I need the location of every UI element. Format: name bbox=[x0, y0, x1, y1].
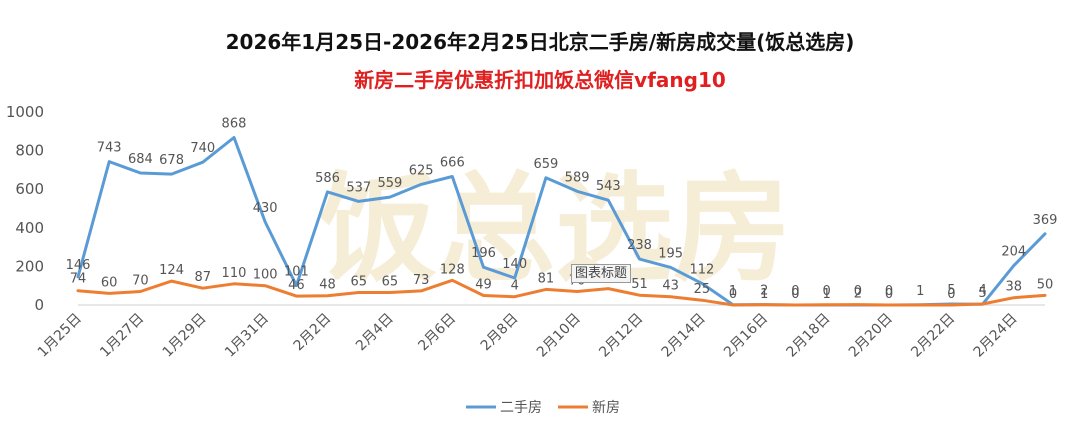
x-tick-label: 2月24日 bbox=[971, 311, 1021, 361]
x-tick-label: 2月6日 bbox=[415, 311, 459, 355]
x-tick-label: 1月25日 bbox=[35, 311, 85, 361]
x-tick-label: 2月4日 bbox=[353, 311, 397, 355]
data-label: 559 bbox=[378, 176, 403, 191]
data-label: 51 bbox=[631, 277, 648, 292]
data-label: 38 bbox=[1006, 280, 1023, 295]
data-label: 25 bbox=[694, 282, 711, 297]
data-label: 101 bbox=[284, 265, 309, 280]
data-label: 46 bbox=[288, 278, 305, 293]
data-label: 87 bbox=[195, 270, 212, 285]
data-label: 684 bbox=[128, 152, 153, 167]
data-label: 666 bbox=[440, 155, 465, 170]
tooltip: 图表标题 bbox=[571, 264, 632, 283]
data-label: 48 bbox=[319, 278, 336, 293]
legend-label: 新房 bbox=[592, 400, 620, 416]
data-label: 0 bbox=[729, 287, 737, 302]
data-label: 2 bbox=[760, 284, 768, 299]
data-label: 195 bbox=[658, 246, 683, 261]
data-label: 73 bbox=[413, 273, 430, 288]
data-label: 128 bbox=[440, 262, 465, 277]
data-label: 204 bbox=[1001, 245, 1026, 260]
data-label: 659 bbox=[533, 157, 558, 172]
series-layer bbox=[76, 136, 1047, 307]
y-tick-label: 600 bbox=[15, 180, 44, 198]
chart-subtitle: 新房二手房优惠折扣加饭总微信vfang10 bbox=[354, 68, 726, 92]
y-axis: 0 200 400 600 800 1000 bbox=[6, 103, 44, 314]
data-label: 124 bbox=[159, 263, 184, 278]
y-tick-label: 400 bbox=[15, 219, 44, 237]
data-label: 74 bbox=[70, 272, 87, 287]
data-label: 537 bbox=[346, 180, 371, 195]
data-label: 740 bbox=[190, 141, 215, 156]
data-label: 369 bbox=[1033, 213, 1058, 228]
x-tick-label: 2月2日 bbox=[291, 311, 335, 355]
legend-label: 二手房 bbox=[500, 400, 542, 416]
x-tick-label: 2月18日 bbox=[783, 311, 833, 361]
x-tick-label: 2月12日 bbox=[596, 311, 646, 361]
y-tick-label: 200 bbox=[15, 257, 44, 275]
chart-title: 2026年1月25日-2026年2月25日北京二手房/新房成交量(饭总选房) bbox=[225, 30, 855, 54]
x-tick-label: 2月20日 bbox=[846, 311, 896, 361]
data-label: 0 bbox=[791, 287, 799, 302]
data-label: 4 bbox=[511, 279, 519, 294]
x-tick-label: 2月10日 bbox=[534, 311, 584, 361]
data-label: 1 bbox=[729, 284, 737, 299]
data-label: 110 bbox=[222, 266, 247, 281]
data-label: 65 bbox=[350, 274, 367, 289]
data-label: 543 bbox=[596, 179, 621, 194]
data-label: 65 bbox=[382, 274, 399, 289]
data-label: 0 bbox=[947, 287, 955, 302]
data-label: 81 bbox=[538, 271, 555, 286]
y-tick-label: 0 bbox=[34, 296, 44, 314]
data-label: 43 bbox=[662, 279, 679, 294]
data-label: 1 bbox=[760, 287, 768, 302]
data-label: 0 bbox=[854, 284, 862, 299]
legend[interactable]: 二手房 新房 bbox=[466, 400, 620, 416]
x-tick-label: 2月22日 bbox=[908, 311, 958, 361]
data-label: 196 bbox=[471, 246, 496, 261]
data-label: 60 bbox=[101, 275, 118, 290]
data-label: 0 bbox=[885, 287, 893, 302]
data-label: 2 bbox=[854, 287, 862, 302]
x-tick-label: 1月27日 bbox=[97, 311, 147, 361]
data-label: 0 bbox=[823, 284, 831, 299]
data-label: 238 bbox=[627, 238, 652, 253]
data-label: 1 bbox=[823, 287, 831, 302]
data-label: 0 bbox=[885, 284, 893, 299]
data-label: 430 bbox=[253, 201, 278, 216]
data-label: 146 bbox=[66, 258, 91, 273]
x-tick-label: 2月16日 bbox=[721, 311, 771, 361]
x-tick-label: 2月14日 bbox=[659, 311, 709, 361]
data-label: 100 bbox=[253, 268, 278, 283]
data-label: 50 bbox=[1037, 277, 1054, 292]
x-axis: 1月25日 1月27日 1月29日 1月31日 2月2日 2月4日 2月6日 2月8日 2月10… bbox=[35, 311, 1021, 361]
data-label: 112 bbox=[689, 262, 714, 277]
data-label: 0 bbox=[791, 284, 799, 299]
data-label: 868 bbox=[222, 116, 247, 131]
data-label: 589 bbox=[565, 170, 590, 185]
data-label: 625 bbox=[409, 163, 434, 178]
data-label: 586 bbox=[315, 171, 340, 186]
data-label: 743 bbox=[97, 141, 122, 156]
data-label: 49 bbox=[475, 278, 492, 293]
x-tick-label: 1月29日 bbox=[160, 311, 210, 361]
data-label: 4 bbox=[978, 283, 986, 298]
y-tick-label: 1000 bbox=[6, 103, 44, 121]
data-label: 5 bbox=[978, 286, 986, 301]
data-label: 1 bbox=[916, 284, 924, 299]
x-tick-label: 2月8日 bbox=[478, 311, 522, 355]
data-label: 5 bbox=[947, 283, 955, 298]
data-label: 140 bbox=[502, 257, 527, 272]
data-label: 70 bbox=[132, 273, 149, 288]
x-tick-label: 1月31日 bbox=[222, 311, 272, 361]
series-line-new[interactable] bbox=[76, 278, 1047, 307]
y-tick-label: 800 bbox=[15, 142, 44, 160]
data-label: 678 bbox=[159, 153, 184, 168]
